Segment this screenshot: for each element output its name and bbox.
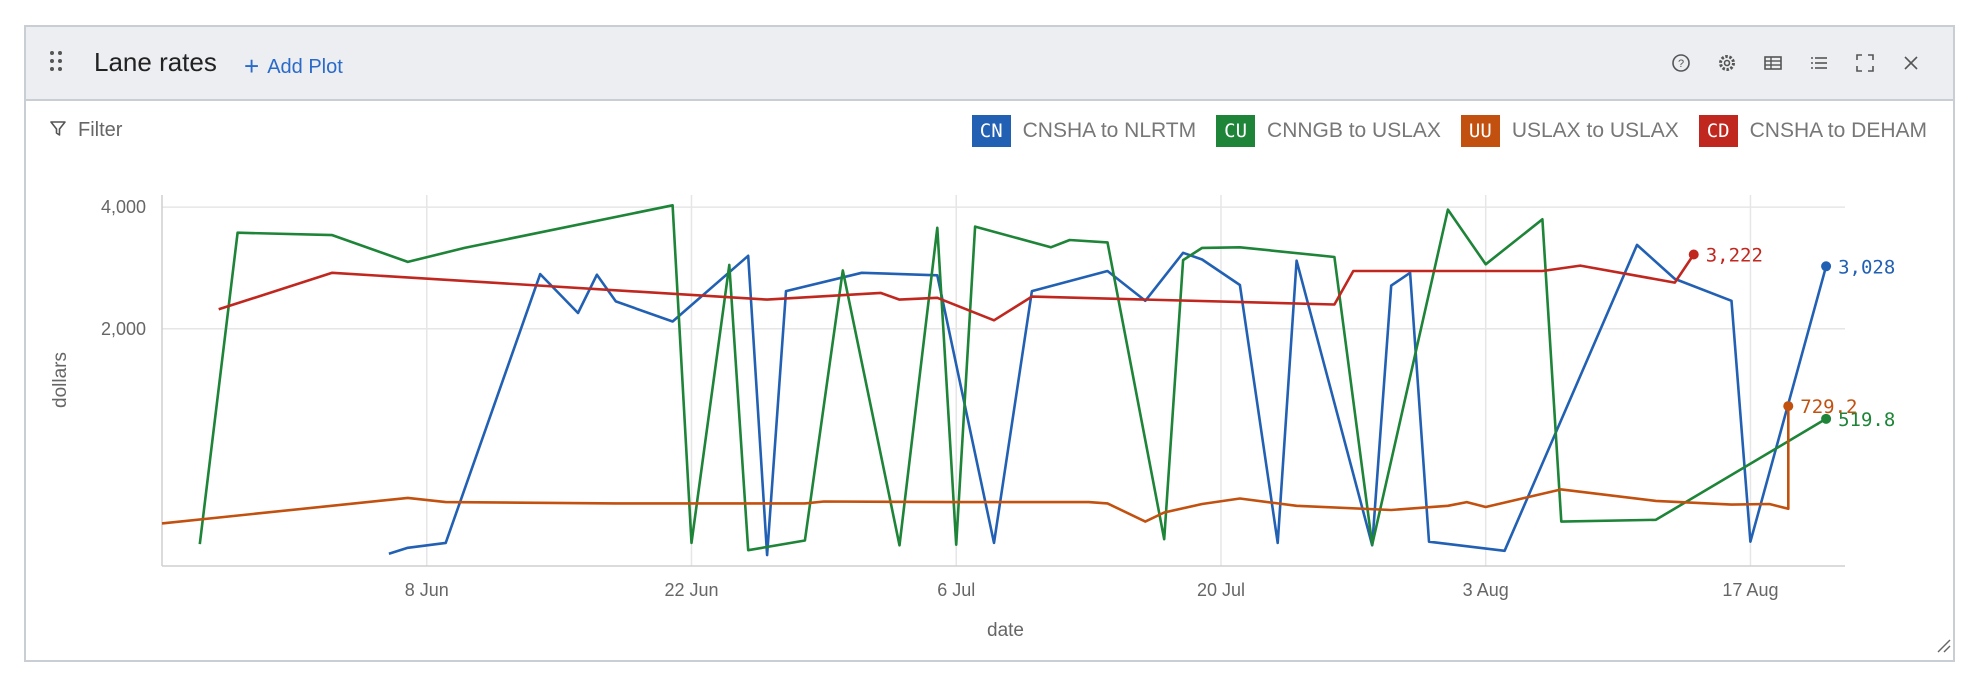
x-tick-label: 17 Aug	[1722, 580, 1778, 600]
legend-badge: UU	[1460, 115, 1500, 147]
settings-icon[interactable]	[1715, 51, 1739, 75]
legend-label: CNSHA to NLRTM	[1022, 119, 1197, 142]
x-tick-label: 8 Jun	[405, 580, 449, 600]
panel-header: Lane rates + Add Plot ?	[26, 27, 1953, 101]
resize-handle-icon[interactable]	[1935, 637, 1951, 658]
filter-button[interactable]: Filter	[48, 119, 122, 142]
series-end-marker	[1821, 261, 1832, 272]
legend-badge: CN	[971, 115, 1011, 147]
legend-badge: CU	[1216, 115, 1256, 147]
y-axis-title: dollars	[50, 352, 71, 408]
x-tick-label: 6 Jul	[937, 580, 975, 600]
help-icon[interactable]: ?	[1669, 51, 1693, 75]
legend-item-cnsha-nlrtm[interactable]: CN CNSHA to NLRTM	[971, 115, 1197, 147]
legend-item-cnsha-deham[interactable]: CD CNSHA to DEHAM	[1698, 115, 1927, 147]
chart-panel: Lane rates + Add Plot ? Filter CN CNSHA t…	[24, 25, 1955, 662]
x-tick-label: 20 Jul	[1197, 580, 1245, 600]
fullscreen-icon[interactable]	[1853, 51, 1877, 75]
series-end-label: 519.8	[1838, 409, 1895, 431]
x-tick-label: 3 Aug	[1463, 580, 1509, 600]
series-end-marker	[1688, 249, 1699, 260]
series-line-2	[161, 406, 1790, 525]
series-end-label: 3,222	[1706, 244, 1763, 266]
series-line-3	[218, 253, 1695, 322]
series-end-marker	[1783, 401, 1794, 412]
panel-title: Lane rates	[94, 47, 217, 77]
series-end-label: 729.2	[1800, 396, 1857, 418]
svg-text:?: ?	[1678, 58, 1684, 70]
legend-badge: CD	[1698, 115, 1738, 147]
drag-handle-icon[interactable]	[50, 51, 64, 73]
legend-item-uslax-uslax[interactable]: UU USLAX to USLAX	[1460, 115, 1679, 147]
series-end-label: 3,028	[1838, 256, 1895, 278]
legend-label: USLAX to USLAX	[1511, 119, 1679, 142]
table-icon[interactable]	[1761, 51, 1785, 75]
series-line-1	[198, 204, 1827, 552]
y-tick-label: 2,000	[101, 319, 146, 339]
legend-label: CNSHA to DEHAM	[1749, 119, 1927, 142]
add-plot-button[interactable]: + Add Plot	[244, 49, 343, 81]
series-line-0	[388, 243, 1828, 557]
legend-label: CNNGB to USLAX	[1267, 119, 1441, 142]
series-end-marker	[1821, 413, 1832, 424]
filter-icon	[50, 121, 66, 136]
close-icon[interactable]	[1899, 51, 1923, 75]
legend-item-cnngb-uslax[interactable]: CU CNNGB to USLAX	[1216, 115, 1441, 147]
x-axis-title: date	[987, 620, 1024, 641]
plus-icon: +	[244, 51, 260, 81]
filter-label: Filter	[78, 119, 123, 141]
panel-toolbar: ?	[1669, 51, 1923, 75]
chart-legend: CN CNSHA to NLRTM CU CNNGB to USLAX UU U…	[971, 115, 1927, 147]
add-plot-label: Add Plot	[267, 56, 343, 78]
list-icon[interactable]	[1807, 51, 1831, 75]
y-tick-label: 4,000	[101, 197, 146, 217]
x-tick-label: 22 Jun	[664, 580, 718, 600]
